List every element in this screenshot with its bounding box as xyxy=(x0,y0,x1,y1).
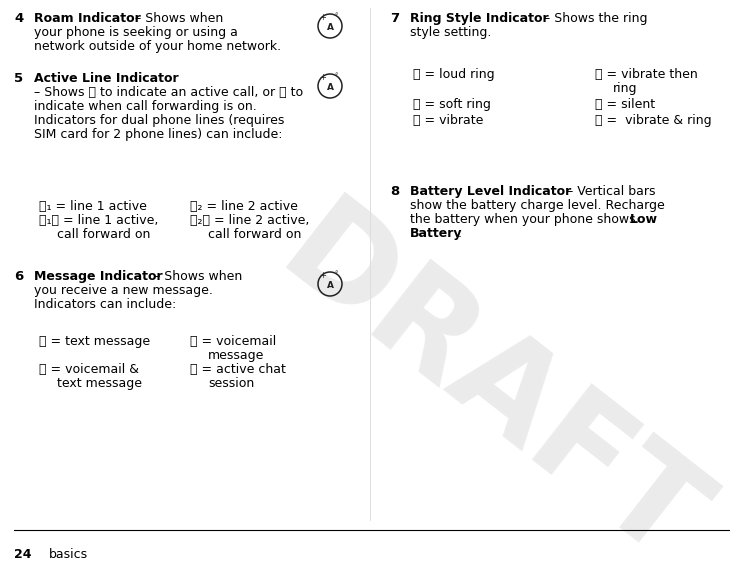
Text: ⓐ = vibrate then: ⓐ = vibrate then xyxy=(595,68,698,81)
Text: Battery Level Indicator: Battery Level Indicator xyxy=(410,185,571,198)
Text: .: . xyxy=(458,227,462,240)
Text: A: A xyxy=(326,82,334,91)
Text: – Shows ⓐ to indicate an active call, or ⓐ to: – Shows ⓐ to indicate an active call, or… xyxy=(34,86,303,99)
Text: you receive a new message.: you receive a new message. xyxy=(34,284,213,297)
Text: – Shows when: – Shows when xyxy=(150,270,242,283)
Text: 5: 5 xyxy=(14,72,23,85)
Text: ⓐ = vibrate: ⓐ = vibrate xyxy=(413,114,484,127)
Text: Indicators for dual phone lines (requires: Indicators for dual phone lines (require… xyxy=(34,114,285,127)
Text: ⓐ₂ⓐ = line 2 active,: ⓐ₂ⓐ = line 2 active, xyxy=(190,214,309,227)
Text: A: A xyxy=(326,23,334,32)
Text: Low: Low xyxy=(630,213,658,226)
Text: message: message xyxy=(208,349,265,362)
Text: indicate when call forwarding is on.: indicate when call forwarding is on. xyxy=(34,100,257,113)
Text: ⓐ = voicemail: ⓐ = voicemail xyxy=(190,335,276,348)
Text: °: ° xyxy=(335,271,338,277)
Text: ⓐ₁ = line 1 active: ⓐ₁ = line 1 active xyxy=(39,200,147,213)
Text: SIM card for 2 phone lines) can include:: SIM card for 2 phone lines) can include: xyxy=(34,128,282,141)
Text: DRAFT: DRAFT xyxy=(256,188,724,564)
Text: Active Line Indicator: Active Line Indicator xyxy=(34,72,178,85)
Text: ⓐ = active chat: ⓐ = active chat xyxy=(190,363,286,376)
Text: A: A xyxy=(326,280,334,289)
Text: style setting.: style setting. xyxy=(410,26,491,39)
Text: show the battery charge level. Recharge: show the battery charge level. Recharge xyxy=(410,199,665,212)
Text: ⓐ₁ⓐ = line 1 active,: ⓐ₁ⓐ = line 1 active, xyxy=(39,214,158,227)
Text: your phone is seeking or using a: your phone is seeking or using a xyxy=(34,26,238,39)
Text: ⓐ = text message: ⓐ = text message xyxy=(39,335,150,348)
Text: text message: text message xyxy=(57,377,142,390)
Text: call forward on: call forward on xyxy=(57,228,150,241)
Text: 8: 8 xyxy=(390,185,399,198)
Text: ⓐ = silent: ⓐ = silent xyxy=(595,98,655,111)
Text: Message Indicator: Message Indicator xyxy=(34,270,163,283)
Text: 24: 24 xyxy=(14,548,31,561)
Text: network outside of your home network.: network outside of your home network. xyxy=(34,40,281,53)
Text: °: ° xyxy=(335,73,338,79)
Text: +: + xyxy=(319,271,326,280)
Text: – Shows the ring: – Shows the ring xyxy=(540,12,647,25)
Text: ⓐ = loud ring: ⓐ = loud ring xyxy=(413,68,495,81)
Text: 7: 7 xyxy=(390,12,399,25)
Text: 4: 4 xyxy=(14,12,23,25)
Text: ⓐ =  vibrate & ring: ⓐ = vibrate & ring xyxy=(595,114,712,127)
Text: ⓐ₂ = line 2 active: ⓐ₂ = line 2 active xyxy=(190,200,298,213)
Text: ⓐ = voicemail &: ⓐ = voicemail & xyxy=(39,363,139,376)
Text: Roam Indicator: Roam Indicator xyxy=(34,12,140,25)
Text: session: session xyxy=(208,377,254,390)
Text: ring: ring xyxy=(613,82,637,95)
Text: the battery when your phone shows: the battery when your phone shows xyxy=(410,213,640,226)
Text: call forward on: call forward on xyxy=(208,228,302,241)
Text: – Shows when: – Shows when xyxy=(131,12,223,25)
Text: Battery: Battery xyxy=(410,227,462,240)
Text: °: ° xyxy=(335,13,338,19)
Text: ⓐ = soft ring: ⓐ = soft ring xyxy=(413,98,491,111)
Text: +: + xyxy=(319,73,326,82)
Text: Ring Style Indicator: Ring Style Indicator xyxy=(410,12,548,25)
Text: +: + xyxy=(319,13,326,22)
Text: basics: basics xyxy=(49,548,88,561)
Text: 6: 6 xyxy=(14,270,23,283)
Text: Indicators can include:: Indicators can include: xyxy=(34,298,176,311)
Text: – Vertical bars: – Vertical bars xyxy=(563,185,655,198)
